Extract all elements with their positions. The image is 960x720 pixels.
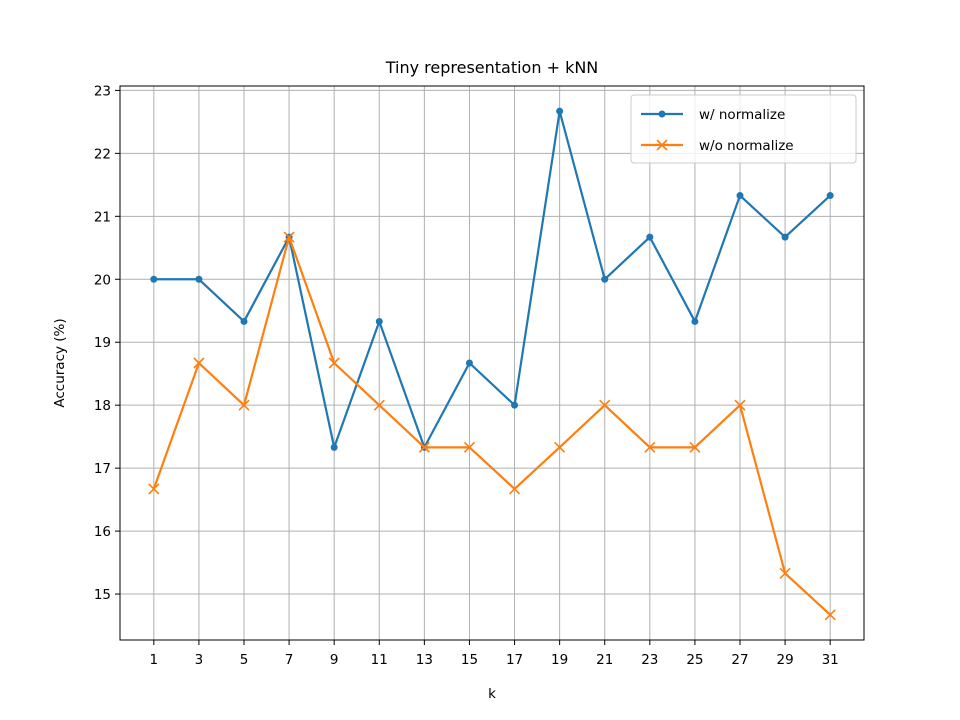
data-point	[240, 317, 248, 325]
data-point	[418, 441, 430, 453]
data-point	[556, 107, 564, 115]
series-line-w-normalize	[153, 110, 831, 449]
y-tick-label: 16	[94, 524, 111, 540]
legend-marker-wo-normalize	[656, 139, 668, 151]
x-tick-label: 11	[371, 652, 388, 668]
data-point	[150, 275, 158, 283]
x-tick-label: 17	[506, 652, 523, 668]
y-tick-label: 19	[94, 335, 111, 351]
data-point	[646, 233, 654, 241]
data-point	[328, 357, 340, 369]
x-tick-label: 25	[686, 652, 703, 668]
data-point	[465, 359, 473, 367]
data-point	[736, 192, 744, 200]
x-tick-label: 19	[551, 652, 568, 668]
data-point	[644, 441, 656, 453]
legend-frame	[630, 94, 857, 164]
y-tick-label: 21	[94, 209, 111, 225]
data-point	[554, 441, 566, 453]
data-point	[148, 483, 160, 495]
x-tick-label: 5	[240, 652, 249, 668]
x-tick-label: 1	[150, 652, 159, 668]
series-line-wo-normalize	[152, 235, 831, 616]
data-point	[826, 192, 834, 200]
data-point	[508, 483, 521, 495]
axis-ticks: 1 3 5 7 9 11 13 15 17 19 21 23 25 27 29 311516171819202…	[94, 83, 839, 668]
data-point	[238, 399, 250, 411]
x-tick-label: 15	[461, 652, 478, 668]
data-point	[599, 399, 611, 411]
y-tick-label: 23	[94, 83, 111, 99]
data-point	[734, 399, 746, 411]
y-tick-label: 20	[94, 272, 111, 288]
x-tick-label: 27	[731, 652, 748, 668]
data-point	[463, 441, 476, 453]
data-point	[375, 317, 383, 325]
y-axis-label: Accuracy (%)	[52, 318, 68, 407]
y-tick-label: 17	[94, 461, 111, 477]
series-lines	[148, 107, 836, 621]
data-point	[195, 275, 203, 283]
data-point	[779, 567, 791, 579]
data-point	[691, 317, 699, 325]
data-point	[193, 357, 205, 369]
data-point	[689, 441, 701, 453]
x-tick-label: 13	[416, 652, 433, 668]
x-tick-label: 3	[195, 652, 204, 668]
data-point	[601, 275, 609, 283]
y-tick-label: 18	[94, 398, 111, 414]
x-axis-label: k	[488, 686, 496, 702]
x-tick-label: 21	[596, 652, 613, 668]
x-tick-label: 9	[330, 652, 339, 668]
x-tick-label: 29	[776, 652, 793, 668]
data-point	[373, 399, 385, 411]
y-tick-label: 15	[94, 587, 111, 603]
data-point	[781, 233, 789, 241]
legend: w/ normalize w/o normalize	[630, 94, 857, 164]
x-tick-label: 23	[641, 652, 658, 668]
y-tick-label: 22	[94, 146, 111, 162]
chart-title: Tiny representation + kNN	[385, 58, 599, 77]
data-point	[283, 231, 295, 243]
data-point	[824, 609, 836, 621]
data-point	[330, 443, 338, 451]
data-point	[511, 401, 519, 409]
legend-label-w-normalize: w/ normalize	[699, 107, 785, 123]
plot-frame	[119, 85, 865, 641]
x-tick-label: 7	[285, 652, 294, 668]
x-tick-label: 31	[822, 652, 839, 668]
legend-marker-w-normalize	[658, 110, 666, 118]
legend-label-wo-normalize: w/o normalize	[699, 138, 794, 154]
